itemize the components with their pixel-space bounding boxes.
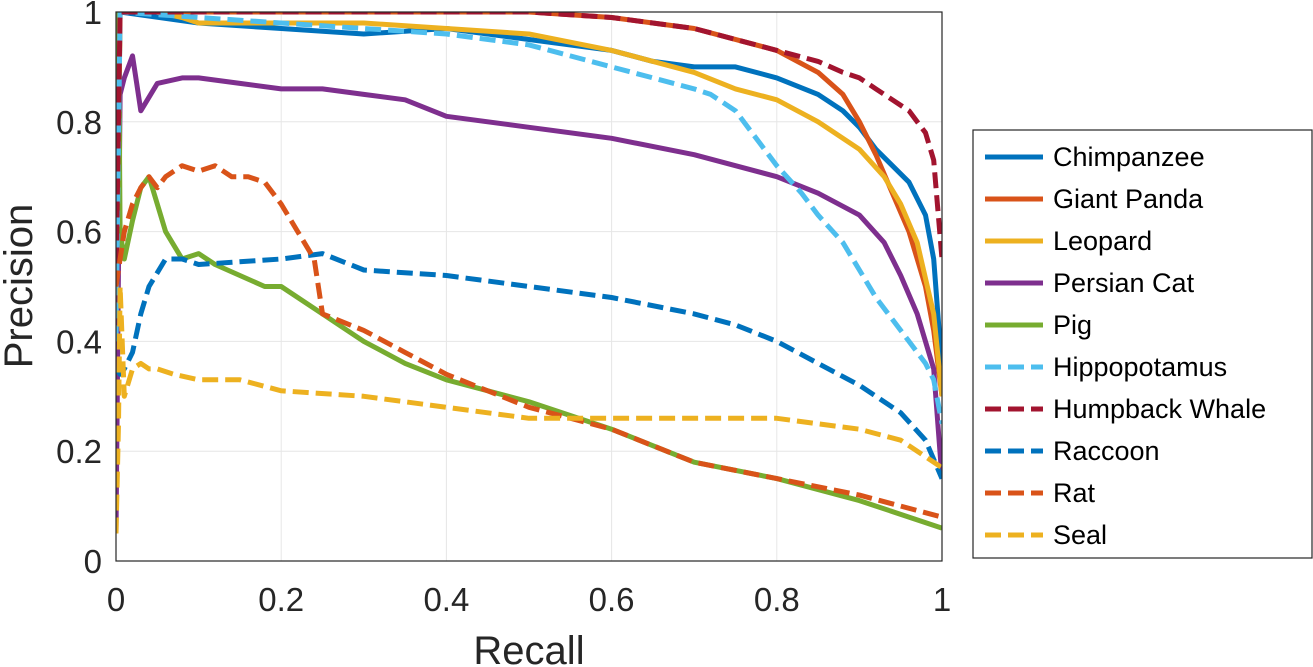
plot-area xyxy=(116,12,942,561)
legend-label-persian-cat: Persian Cat xyxy=(1053,268,1195,298)
legend-label-hippopotamus: Hippopotamus xyxy=(1053,352,1227,382)
y-tick-label: 0.4 xyxy=(56,323,102,360)
x-tick-labels: 0 0.2 0.4 0.6 0.8 1 xyxy=(107,581,951,618)
legend-label-pig: Pig xyxy=(1053,310,1092,340)
series-group xyxy=(116,12,942,534)
x-tick-label: 0.8 xyxy=(754,581,800,618)
y-tick-labels: 0 0.2 0.4 0.6 0.8 1 xyxy=(56,0,102,580)
series-line-rat xyxy=(116,163,942,520)
series-line-persian-cat xyxy=(116,53,942,534)
x-tick-label: 0.6 xyxy=(589,581,635,618)
x-tick-label: 0.2 xyxy=(258,581,304,618)
y-tick-label: 0.8 xyxy=(56,104,102,141)
legend-label-giant-panda: Giant Panda xyxy=(1053,184,1204,214)
series-line-pig xyxy=(116,12,942,531)
legend-label-humpback-whale: Humpback Whale xyxy=(1053,394,1266,424)
series-line-seal xyxy=(116,284,942,534)
y-tick-label: 0.2 xyxy=(56,433,102,470)
plot-frame xyxy=(115,11,943,562)
y-tick-label: 0.6 xyxy=(56,214,102,251)
series-line-giant-panda xyxy=(116,12,942,397)
legend-label-chimpanzee: Chimpanzee xyxy=(1053,142,1205,172)
y-axis-label: Precision xyxy=(0,204,41,369)
grid xyxy=(116,12,942,561)
series-line-hippopotamus xyxy=(116,12,942,425)
series-line-chimpanzee xyxy=(116,12,942,370)
x-tick-label: 1 xyxy=(933,581,951,618)
x-tick-label: 0.4 xyxy=(423,581,469,618)
legend-label-seal: Seal xyxy=(1053,520,1107,550)
series-line-raccoon xyxy=(116,251,942,480)
y-tick-label: 0 xyxy=(84,543,102,580)
x-axis-label: Recall xyxy=(473,629,584,667)
series-line-humpback-whale xyxy=(116,12,942,287)
y-tick-label: 1 xyxy=(84,0,102,31)
x-tick-label: 0 xyxy=(107,581,125,618)
legend-label-rat: Rat xyxy=(1053,478,1096,508)
legend-label-leopard: Leopard xyxy=(1053,226,1152,256)
legend: Chimpanzee Giant Panda Leopard Persian Cat P… xyxy=(972,129,1313,559)
legend-label-raccoon: Raccoon xyxy=(1053,436,1160,466)
